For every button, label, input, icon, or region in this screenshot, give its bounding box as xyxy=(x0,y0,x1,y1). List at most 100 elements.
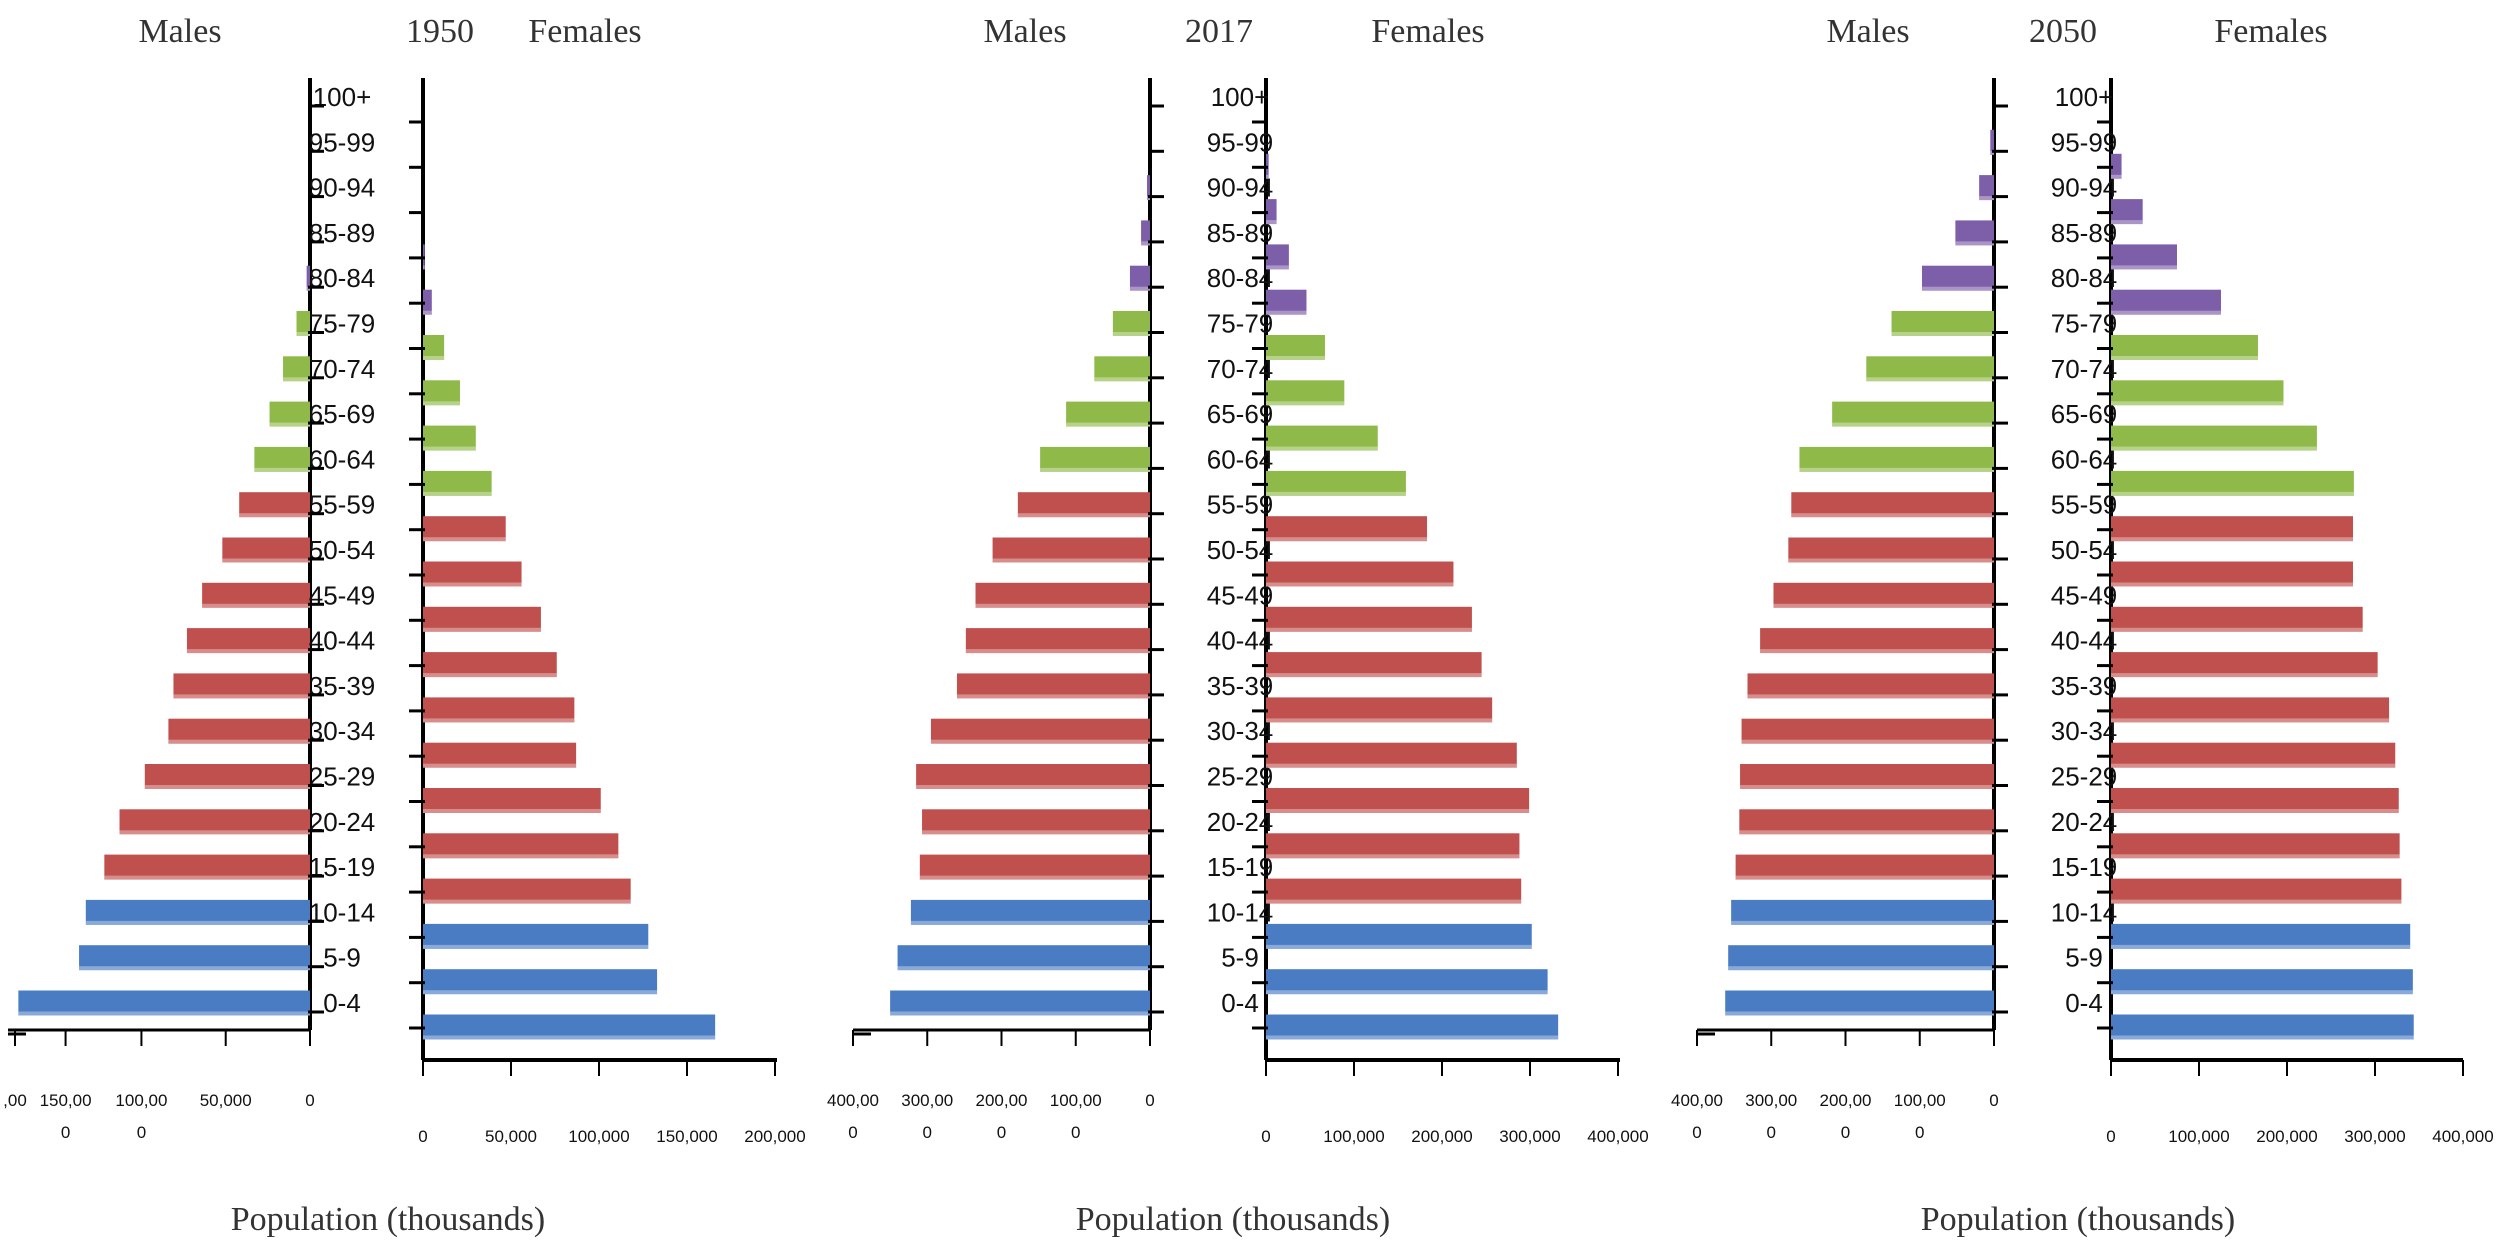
male-bar xyxy=(296,311,310,336)
pyramid-1950: Males 1950 Females0-45-910-1415-1920-2425-… xyxy=(3,13,806,1238)
female-x-tick-label: 300,000 xyxy=(1499,1127,1560,1146)
male-bar xyxy=(916,764,1150,789)
male-bar xyxy=(186,628,310,654)
female-x-tick-label: 50,000 xyxy=(485,1127,537,1146)
female-bar xyxy=(2111,1014,2414,1040)
female-bar-highlight xyxy=(1266,265,1289,270)
female-bar-highlight xyxy=(423,356,445,360)
female-bar-highlight xyxy=(2111,627,2363,632)
age-group-label: 60-64 xyxy=(1207,444,1274,474)
male-bar xyxy=(222,537,310,563)
male-x-tick-label: ,00 xyxy=(3,1091,27,1110)
female-bar xyxy=(2111,289,2221,315)
female-bar xyxy=(1266,335,1325,360)
female-bar xyxy=(1266,425,1378,451)
female-bar xyxy=(423,606,541,632)
female-bar xyxy=(2111,516,2353,542)
male-bar xyxy=(239,492,310,518)
male-x-tick-label: 300,00 xyxy=(1745,1091,1797,1110)
female-bar xyxy=(423,380,460,406)
male-bar xyxy=(1740,764,1994,789)
male-bar xyxy=(890,990,1150,1016)
male-x-tick-label: 0 xyxy=(1989,1091,1998,1110)
female-bar-highlight xyxy=(1266,809,1530,813)
male-bar-highlight xyxy=(1760,649,1994,654)
male-bar xyxy=(1921,265,1994,291)
male-x-tick-label-continued: 0 xyxy=(1071,1123,1080,1142)
male-bar-highlight xyxy=(269,422,310,427)
male-bar-highlight xyxy=(1799,467,1994,472)
female-bar xyxy=(2111,470,2354,496)
male-bar-highlight xyxy=(254,467,310,472)
male-bar xyxy=(173,673,310,699)
male-bar-highlight xyxy=(956,694,1150,699)
male-bar-highlight xyxy=(916,785,1150,789)
male-bar xyxy=(79,945,310,971)
age-group-label: 0-4 xyxy=(2065,988,2103,1018)
male-bar-highlight xyxy=(1740,785,1994,789)
male-bar-highlight xyxy=(890,1011,1150,1016)
age-group-label: 40-44 xyxy=(2051,626,2118,656)
male-bar xyxy=(1747,673,1994,699)
male-bar xyxy=(1112,311,1150,336)
year-header: 2050 xyxy=(2029,13,2097,50)
female-x-tick-label: 400,000 xyxy=(1587,1127,1648,1146)
female-bar-highlight xyxy=(423,582,522,587)
female-x-tick-label: 200,000 xyxy=(744,1127,805,1146)
male-bar xyxy=(283,356,310,382)
male-bar-highlight xyxy=(1832,422,1994,427)
male-x-tick-label: 50,000 xyxy=(200,1091,252,1110)
male-bar-highlight xyxy=(1955,241,1994,246)
age-group-label: 50-54 xyxy=(2051,535,2118,565)
female-x-tick-label: 200,000 xyxy=(1411,1127,1472,1146)
age-group-label: 85-89 xyxy=(2051,218,2118,248)
age-group-label: 45-49 xyxy=(1207,580,1274,610)
female-bar xyxy=(1266,1014,1559,1040)
female-bar xyxy=(423,425,476,451)
female-bar-highlight xyxy=(2111,537,2353,542)
male-bar-highlight xyxy=(1866,377,1994,382)
male-bar-highlight xyxy=(1017,513,1150,518)
year-header: 2017 xyxy=(1185,13,1253,50)
male-x-tick-label-continued: 0 xyxy=(1767,1123,1776,1142)
male-bar xyxy=(1731,899,1994,925)
male-bar-highlight xyxy=(1725,1011,1994,1016)
female-bar xyxy=(2111,878,2402,904)
male-bar-highlight xyxy=(239,513,310,518)
female-bar xyxy=(2111,606,2363,632)
female-bar xyxy=(423,516,506,542)
males-header: Males xyxy=(1826,13,1909,50)
male-bar-highlight xyxy=(1141,241,1150,246)
female-bar xyxy=(1266,244,1289,270)
female-bar xyxy=(423,335,445,360)
male-x-tick-label-continued: 0 xyxy=(1841,1123,1850,1142)
female-bar xyxy=(1266,833,1520,859)
female-bar-highlight xyxy=(423,401,460,406)
age-group-label: 5-9 xyxy=(1221,943,1259,973)
female-bar xyxy=(2111,335,2258,360)
male-bar xyxy=(1739,809,1994,835)
female-bar-highlight xyxy=(423,990,658,995)
male-x-tick-label: 0 xyxy=(305,1091,314,1110)
male-bar-highlight xyxy=(202,603,310,608)
female-bar-highlight xyxy=(2111,356,2258,360)
age-group-label: 35-39 xyxy=(1207,671,1274,701)
female-bar-highlight xyxy=(1266,356,1325,360)
male-x-tick-label: 200,00 xyxy=(976,1091,1028,1110)
male-bar xyxy=(104,854,310,880)
male-bar-highlight xyxy=(919,875,1150,880)
male-bar xyxy=(897,945,1150,971)
male-bar-highlight xyxy=(144,785,310,789)
female-bar-highlight xyxy=(423,446,476,451)
female-x-tick-label: 400,000 xyxy=(2432,1127,2493,1146)
female-bar-highlight xyxy=(2111,310,2221,315)
female-bar-highlight xyxy=(2111,582,2353,587)
male-bar xyxy=(1791,492,1994,518)
male-x-tick-label-continued: 0 xyxy=(848,1123,857,1142)
age-group-label: 65-69 xyxy=(2051,399,2118,429)
female-x-tick-label: 0 xyxy=(2106,1127,2115,1146)
male-bar-highlight xyxy=(1739,830,1994,835)
female-bar xyxy=(2111,425,2317,451)
male-bar-highlight xyxy=(1112,332,1150,336)
